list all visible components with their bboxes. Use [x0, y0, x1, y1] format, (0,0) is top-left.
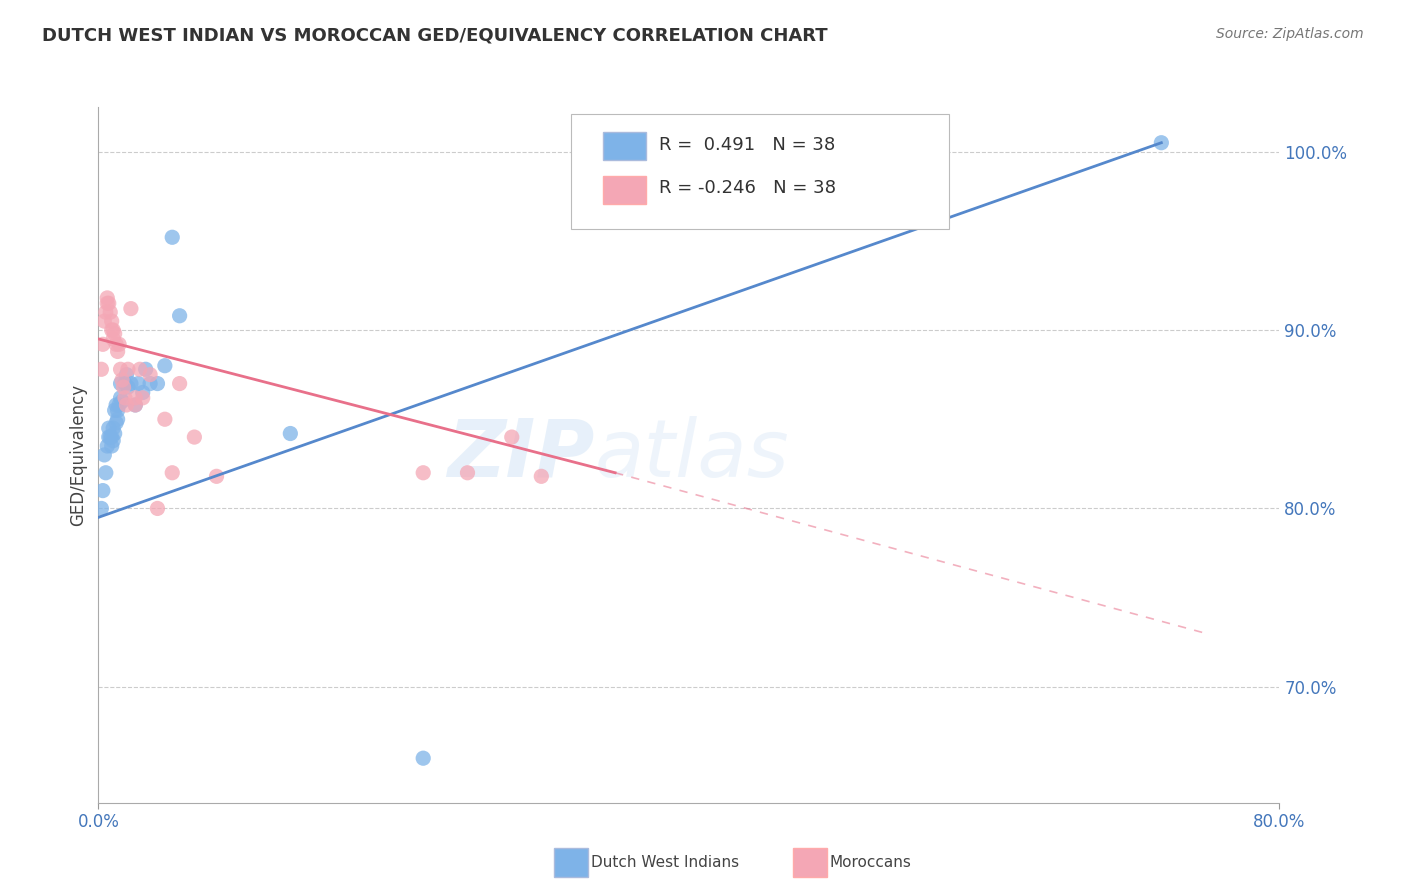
Point [104, 403, 127, 417]
Point [90, 501, 112, 516]
Point [97, 421, 120, 435]
Point [139, 368, 162, 382]
Point [93, 448, 115, 462]
Text: R = -0.246   N = 38: R = -0.246 N = 38 [659, 178, 837, 197]
Point [94, 466, 117, 480]
Point [100, 323, 122, 337]
Point [124, 398, 146, 412]
Point [100, 439, 122, 453]
Point [107, 412, 129, 426]
Point [111, 373, 134, 387]
Point [139, 376, 162, 391]
Point [127, 376, 149, 391]
FancyBboxPatch shape [603, 176, 647, 203]
Point [105, 416, 128, 430]
Point [278, 426, 302, 441]
Point [94, 305, 117, 319]
Point [105, 398, 128, 412]
Point [105, 337, 128, 351]
Text: DUTCH WEST INDIAN VS MOROCCAN GED/EQUIVALENCY CORRELATION CHART: DUTCH WEST INDIAN VS MOROCCAN GED/EQUIVA… [42, 27, 828, 45]
Point [412, 751, 434, 765]
Point [183, 430, 205, 444]
Point [98, 430, 121, 444]
Point [112, 380, 135, 394]
Point [115, 368, 138, 382]
Point [103, 323, 125, 337]
Point [91, 337, 114, 351]
FancyBboxPatch shape [571, 114, 949, 229]
Point [91, 483, 114, 498]
Point [132, 391, 155, 405]
Point [124, 398, 146, 412]
Point [124, 391, 146, 405]
Point [146, 376, 169, 391]
Point [96, 439, 118, 453]
Point [128, 362, 150, 376]
Point [103, 421, 125, 435]
Point [110, 376, 132, 391]
Y-axis label: GED/Equivalency: GED/Equivalency [69, 384, 87, 526]
Point [162, 230, 183, 244]
Point [1150, 136, 1173, 150]
Point [205, 469, 228, 483]
Point [104, 326, 127, 341]
Point [107, 403, 129, 417]
Text: atlas: atlas [595, 416, 789, 494]
Point [114, 376, 136, 391]
Point [456, 466, 478, 480]
Point [100, 430, 122, 444]
Point [110, 362, 132, 376]
Point [501, 430, 523, 444]
Point [103, 332, 125, 346]
Point [153, 359, 176, 373]
Point [97, 296, 120, 310]
Point [114, 391, 136, 405]
Point [135, 362, 157, 376]
Point [132, 385, 155, 400]
Text: Source: ZipAtlas.com: Source: ZipAtlas.com [1216, 27, 1364, 41]
Point [98, 305, 121, 319]
Point [146, 501, 169, 516]
Point [108, 337, 131, 351]
FancyBboxPatch shape [603, 132, 647, 160]
Point [97, 430, 120, 444]
Point [110, 391, 132, 405]
Text: ZIP: ZIP [447, 416, 595, 494]
Point [120, 376, 142, 391]
Point [120, 301, 142, 316]
Point [104, 426, 127, 441]
Text: R =  0.491   N = 38: R = 0.491 N = 38 [659, 136, 835, 153]
Point [169, 309, 191, 323]
Point [162, 466, 183, 480]
Point [103, 434, 125, 448]
Point [96, 296, 118, 310]
Point [111, 394, 134, 409]
Point [107, 344, 129, 359]
Text: Moroccans: Moroccans [830, 855, 911, 870]
Point [117, 362, 139, 376]
Point [90, 362, 112, 376]
Point [93, 314, 115, 328]
Point [412, 466, 434, 480]
Point [108, 398, 131, 412]
Point [96, 291, 118, 305]
Text: Dutch West Indians: Dutch West Indians [591, 855, 738, 870]
Point [153, 412, 176, 426]
Point [169, 376, 191, 391]
Point [100, 314, 122, 328]
Point [530, 469, 553, 483]
Point [115, 398, 138, 412]
Point [117, 380, 139, 394]
